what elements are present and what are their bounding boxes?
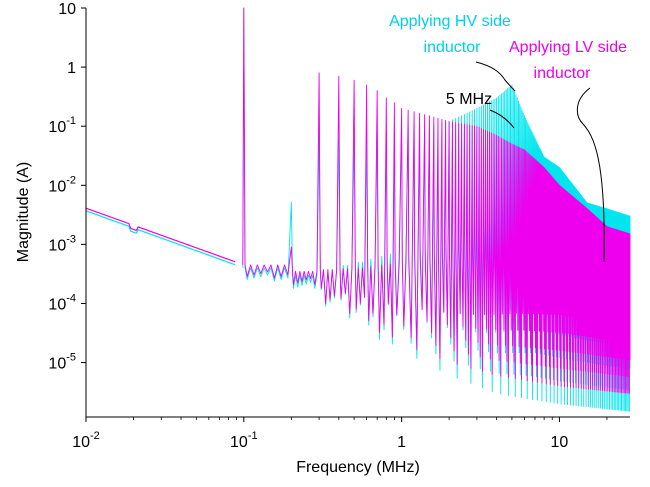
series-lowfreq-trace: [86, 211, 235, 265]
hv-leader-line: [476, 62, 515, 91]
lv-annotation-line-2: inductor: [534, 65, 592, 82]
y-tick-label: 10-5: [48, 352, 76, 373]
x-tick-label: 10: [551, 434, 569, 451]
y-tick-label: 10-3: [48, 233, 76, 254]
y-tick-label: 10-1: [48, 115, 76, 136]
hv-annotation-line-2: inductor: [424, 39, 482, 56]
x-tick-label: 10-2: [72, 430, 100, 451]
y-tick-label: 10: [58, 1, 76, 18]
y-axis-label: Magnitude (A): [15, 162, 32, 263]
series-lowfreq-trace: [86, 208, 235, 262]
x-tick-label: 10-1: [230, 430, 258, 451]
x-axis-label: Frequency (MHz): [296, 459, 420, 476]
hv-annotation-line-1: Applying HV side: [389, 13, 511, 30]
y-tick-label: 10-2: [48, 174, 76, 195]
lv-annotation-line-1: Applying LV side: [509, 39, 627, 56]
y-tick-label: 10-4: [48, 292, 76, 313]
five-mhz-annotation: 5 MHz: [446, 91, 492, 108]
x-tick-label: 1: [397, 434, 406, 451]
y-tick-label: 1: [67, 60, 76, 77]
